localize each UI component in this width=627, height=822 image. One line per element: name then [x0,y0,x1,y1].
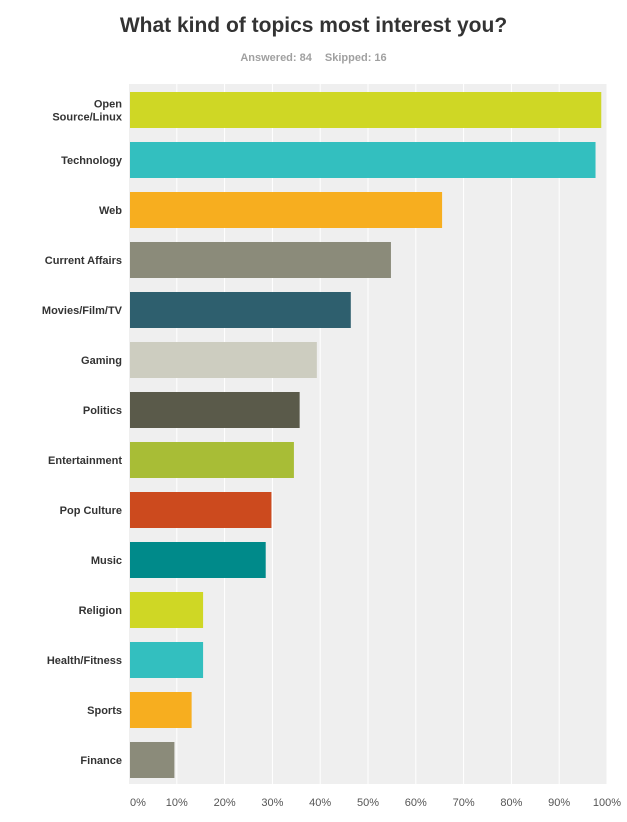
x-tick-labels: 0% 10% 20% 30% 40% 50% 60% 70% 80% 90% 100% [130,797,621,809]
category-label: Technology [61,155,123,167]
category-label: Finance [80,755,122,767]
category-label: Pop Culture [60,505,122,517]
x-tick-label: 80% [500,797,522,809]
bars [130,92,602,778]
bar [130,642,204,678]
category-label: Web [99,205,122,217]
bar [130,542,266,578]
x-tick-label: 70% [453,797,475,809]
bar [130,342,317,378]
category-label: Sports [87,705,122,717]
category-label: Health/Fitness [47,655,122,667]
category-label-line: Sports [87,705,122,717]
x-tick-label: 40% [309,797,331,809]
category-label-line: Technology [61,155,123,167]
x-tick-label: 50% [357,797,379,809]
bar [130,92,602,128]
category-labels: Open Source/Linux Technology Web Current Aff… [42,99,123,768]
bar [130,492,272,528]
x-tick-label: 20% [214,797,236,809]
x-tick-label: 30% [261,797,283,809]
category-label-line: Web [99,205,122,217]
category-label: Gaming [81,355,122,367]
category-label-line: Movies/Film/TV [42,305,123,317]
bar [130,292,351,328]
skipped-count: Skipped: 16 [324,52,387,64]
category-label: Open Source/Linux [52,99,123,124]
bar [130,142,596,178]
category-label-line: Current Affairs [45,255,122,267]
category-label: Current Affairs [45,255,122,267]
x-tick-label: 100% [593,797,621,809]
answered-count: Answered: 84 [240,52,312,64]
category-label: Politics [83,405,122,417]
bar [130,192,443,228]
category-label-line: Health/Fitness [47,655,122,667]
bar [130,592,204,628]
category-label: Entertainment [48,455,122,467]
x-tick-label: 90% [548,797,570,809]
category-label-line: Politics [83,405,122,417]
category-label-line: Finance [80,755,122,767]
x-tick-label: 0% [130,797,146,809]
x-tick-label: 60% [405,797,427,809]
category-label-line: Source/Linux [52,112,123,124]
bar [130,742,175,778]
bar [130,692,192,728]
category-label: Religion [79,605,123,617]
chart-title: What kind of topics most interest you? [119,14,508,37]
x-tick-label: 10% [166,797,188,809]
category-label-line: Entertainment [48,455,122,467]
category-label-line: Gaming [81,355,122,367]
category-label-line: Religion [79,605,123,617]
bar [130,392,300,428]
category-label-line: Music [91,555,122,567]
bar [130,442,294,478]
response-stats: Answered: 84 Skipped: 16 [0,52,627,64]
category-label-line: Pop Culture [60,505,122,517]
bar [130,242,391,278]
category-label: Music [91,555,122,567]
category-label: Movies/Film/TV [42,305,123,317]
category-label-line: Open [94,99,122,111]
